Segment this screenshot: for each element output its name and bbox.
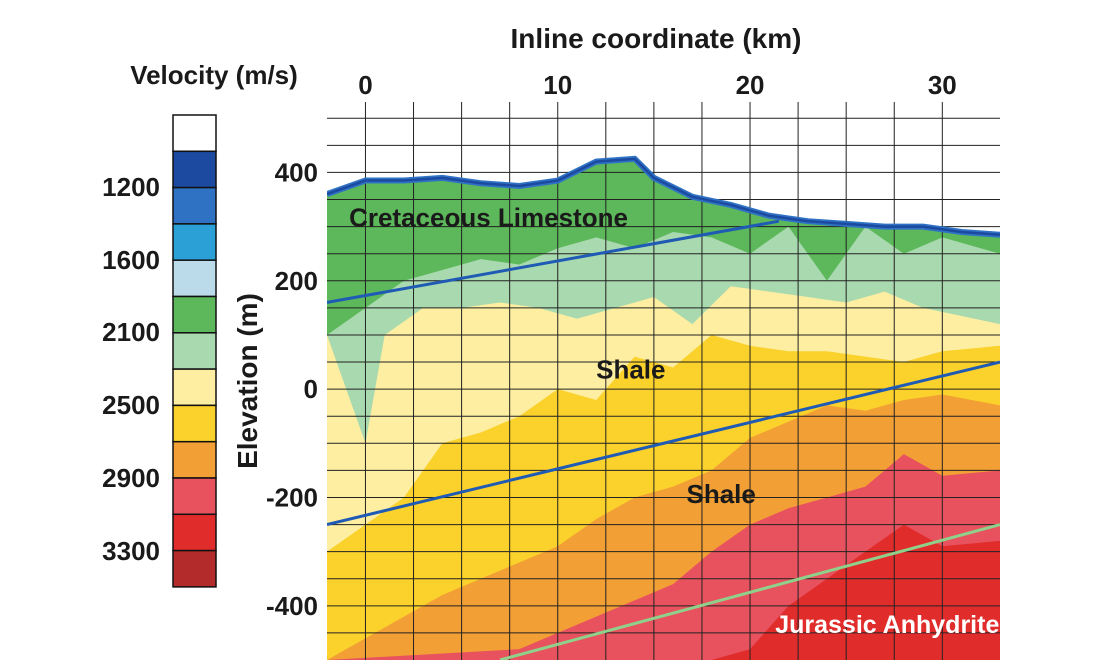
x-tick-label: 20 <box>736 70 765 100</box>
x-tick-labels: 0 10 20 30 <box>358 70 957 100</box>
colorbar-tick-label: 1200 <box>102 172 160 202</box>
y-axis-label: Elevation (m) <box>232 293 263 469</box>
plot-area: Cretaceous Limestone Shale Shale Jurassic A… <box>327 102 1013 660</box>
annotations: Cretaceous Limestone Shale Shale Jurassic A… <box>349 203 1013 639</box>
boundary-line-3 <box>499 523 1000 660</box>
colorbar-swatch <box>172 440 217 479</box>
y-tick-label: -400 <box>266 591 318 621</box>
colorbar-swatch <box>172 223 217 261</box>
x-axis-label: Inline coordinate (km) <box>511 23 802 54</box>
annotation-label: Cretaceous Limestone <box>349 203 628 233</box>
x-tick-label: 10 <box>543 70 572 100</box>
colorbar-tick-label: 2900 <box>102 463 160 493</box>
colorbar-swatch <box>172 295 217 334</box>
colorbar-tick-label: 2500 <box>102 390 160 420</box>
y-tick-label: 400 <box>275 157 318 187</box>
velocity-layer-7 <box>327 524 1000 660</box>
colorbar-swatch <box>172 114 217 153</box>
y-tick-label: -200 <box>266 482 318 512</box>
colorbar-swatch <box>172 513 217 552</box>
x-tick-label: 30 <box>928 70 957 100</box>
x-tick-label: 0 <box>358 70 372 100</box>
y-tick-label: 0 <box>304 374 318 404</box>
annotation-label: Shale <box>686 479 755 509</box>
y-tick-label: 200 <box>275 266 318 296</box>
surface-top <box>327 157 1000 236</box>
annotation-label: Jurassic Anhydrites <box>775 611 1013 639</box>
colorbar-tick-label: 2100 <box>102 317 160 347</box>
colorbar-swatch <box>172 150 217 189</box>
colorbar-tick-label: 1600 <box>102 245 160 275</box>
colorbar-swatch <box>172 332 217 370</box>
velocity-layers <box>327 158 1000 660</box>
colorbar-swatch <box>172 259 217 298</box>
colorbar-swatch <box>172 549 217 588</box>
colorbar-tick-label: 3300 <box>102 536 160 566</box>
surface-line <box>327 155 1000 238</box>
colorbar-swatch <box>172 186 217 225</box>
y-tick-labels: 400 200 0 -200 -400 <box>266 157 318 620</box>
boundary-line-1 <box>327 219 780 304</box>
colorbar-swatch <box>172 368 217 407</box>
colorbar-swatch <box>172 477 217 516</box>
colorbar-title: Velocity (m/s) <box>130 60 298 90</box>
colorbar-swatches <box>172 114 217 588</box>
boundary-lines <box>327 219 1000 660</box>
boundary-line-2 <box>327 360 1000 527</box>
colorbar: Velocity (m/s) 1200 1600 2100 2500 2900 3300 <box>102 60 298 588</box>
colorbar-swatch <box>172 404 217 443</box>
annotation-label: Shale <box>596 354 665 384</box>
colorbar-ticks: 1200 1600 2100 2500 2900 3300 <box>102 172 160 566</box>
